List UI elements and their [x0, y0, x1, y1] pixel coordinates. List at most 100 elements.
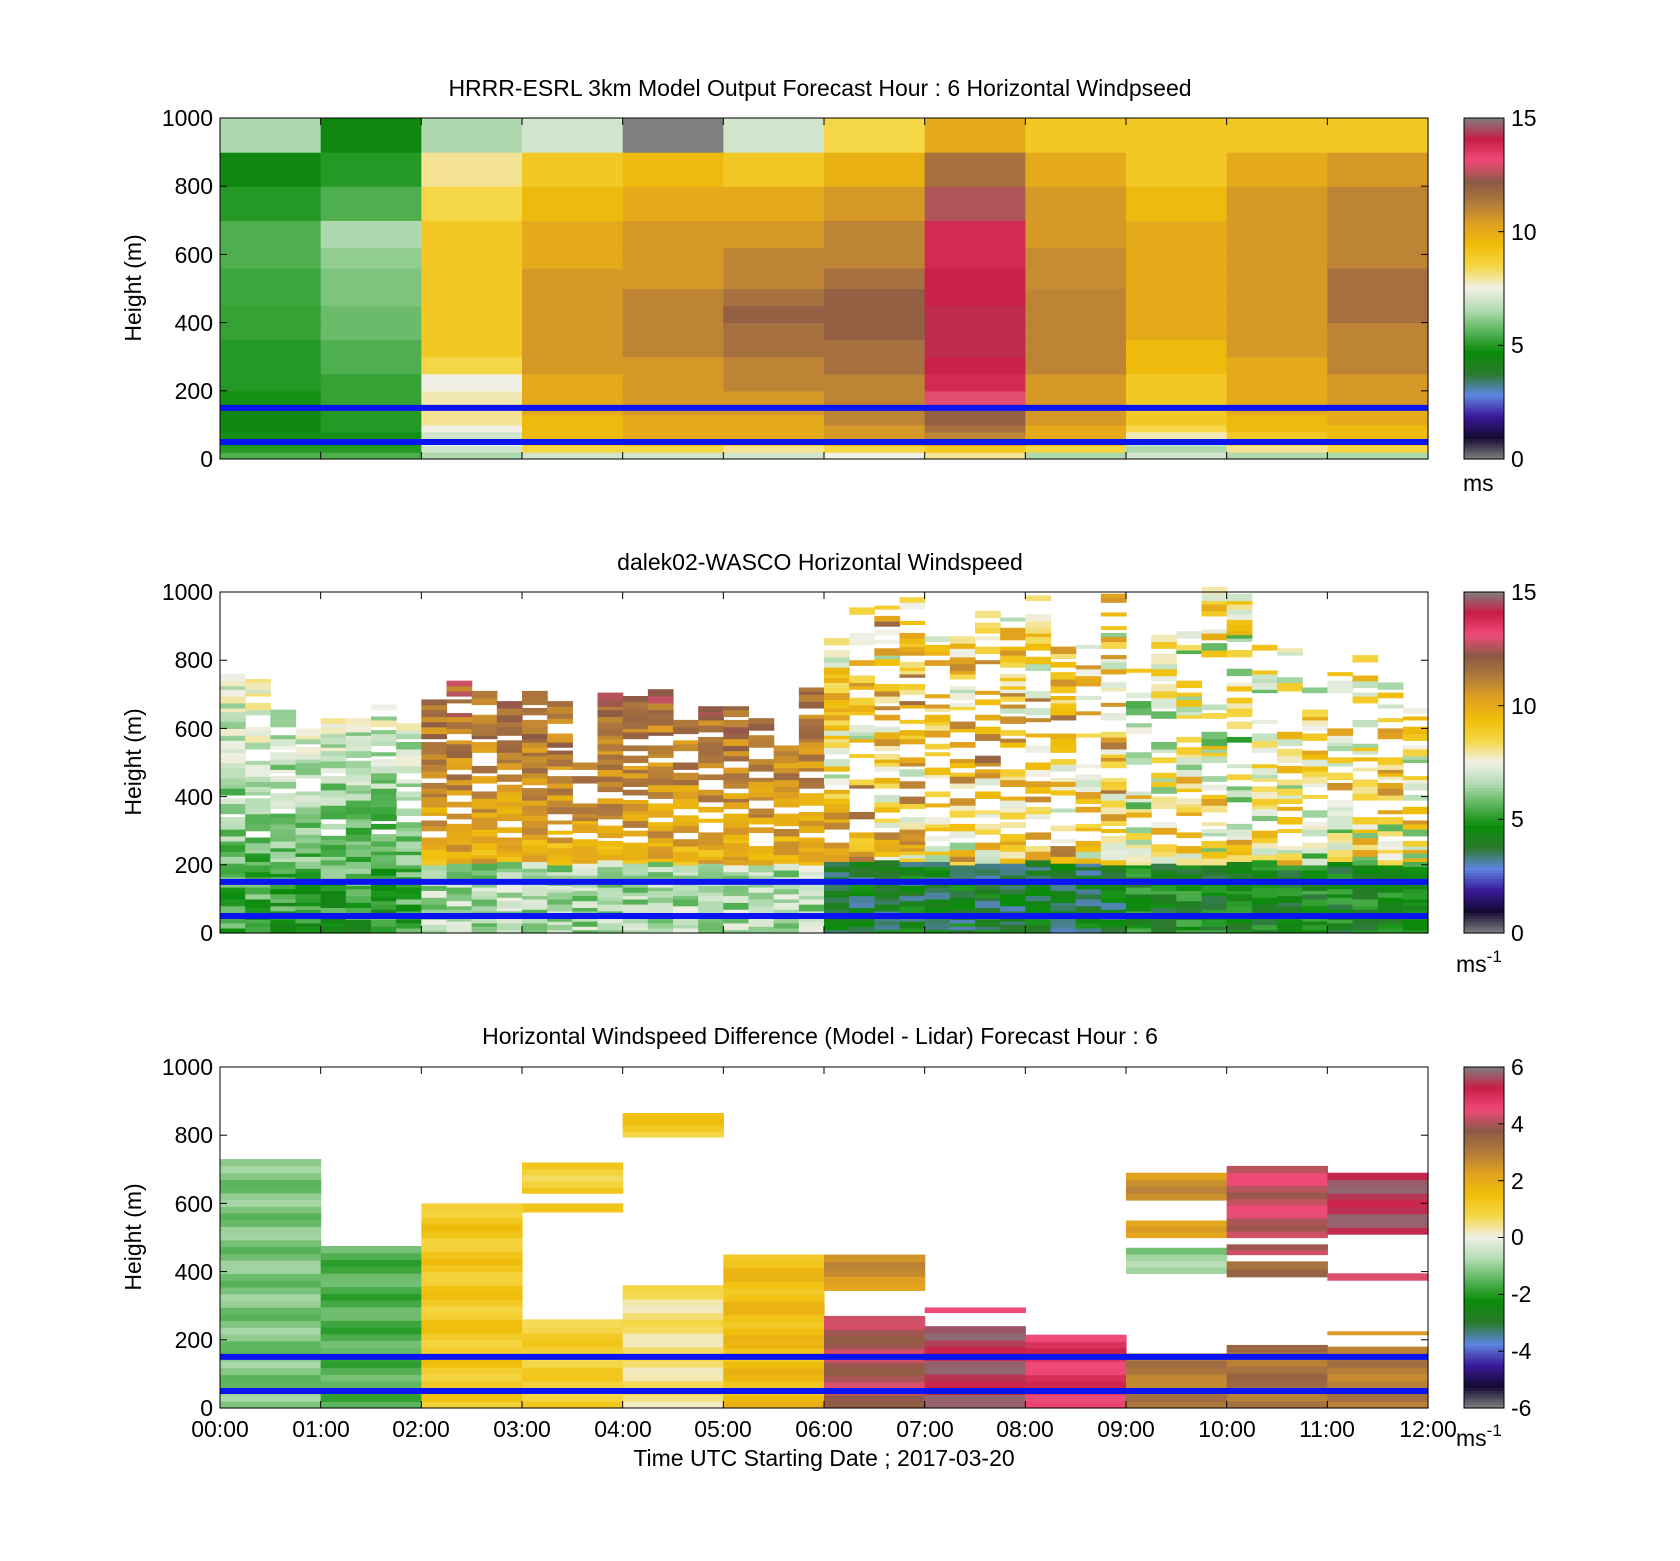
heatmap-cell: [522, 445, 624, 453]
panel1-ytick-200: 200: [175, 378, 213, 404]
heatmap-cell: [975, 919, 1001, 927]
heatmap-cell: [723, 820, 750, 828]
heatmap-cell: [220, 856, 246, 864]
heatmap-cell: [723, 909, 750, 914]
heatmap-cell: [1050, 856, 1077, 864]
heatmap-cell: [1277, 902, 1303, 907]
heatmap-cell: [295, 871, 322, 880]
heatmap-cell: [1251, 869, 1278, 878]
heatmap-cell: [1327, 322, 1429, 341]
colorbar-segment: [1464, 930, 1504, 934]
colorbar-segment: [1464, 827, 1504, 832]
heatmap-cell: [1402, 888, 1429, 893]
colorbar-segment: [1464, 910, 1504, 914]
heatmap-cell: [1327, 1346, 1429, 1355]
heatmap-cell: [245, 856, 271, 862]
heatmap-cell: [1251, 805, 1278, 810]
heatmap-cell: [1000, 634, 1026, 641]
heatmap-cell: [572, 852, 599, 861]
heatmap-cell: [723, 745, 750, 752]
heatmap-cell: [1226, 452, 1328, 460]
heatmap-cell: [1126, 839, 1152, 845]
colorbar-segment: [1464, 717, 1504, 721]
heatmap-cell: [1025, 614, 1052, 622]
heatmap-cell: [1100, 849, 1127, 856]
heatmap-cell: [874, 738, 901, 747]
heatmap-cell: [295, 774, 322, 779]
heatmap-cell: [1277, 828, 1303, 834]
heatmap-cell: [622, 186, 724, 221]
heatmap-cell: [1327, 186, 1429, 221]
heatmap-cell: [371, 793, 397, 801]
heatmap-cell: [220, 1253, 322, 1261]
heatmap-cell: [1377, 692, 1404, 699]
heatmap-cell: [1176, 811, 1203, 816]
heatmap-cell: [1402, 866, 1429, 874]
colorbar-segment: [1464, 680, 1504, 684]
heatmap-cell: [1226, 1393, 1328, 1402]
panel1-x-ticks: [219, 117, 1429, 460]
heatmap-cell: [396, 910, 422, 915]
heatmap-cell: [1075, 917, 1102, 924]
heatmap-cell: [446, 851, 473, 859]
heatmap-cell: [421, 733, 448, 740]
heatmap-cell: [522, 1346, 624, 1355]
heatmap-cell: [1402, 883, 1429, 890]
heatmap-cell: [522, 1319, 624, 1327]
heatmap-cell: [1302, 869, 1328, 878]
heatmap-cell: [723, 452, 825, 460]
heatmap-cell: [1126, 893, 1152, 898]
colorbar-segment: [1464, 257, 1504, 261]
heatmap-cell: [421, 1285, 523, 1293]
colorbar-segment: [1464, 248, 1504, 253]
heatmap-cell: [1000, 924, 1026, 931]
heatmap-cell: [949, 776, 976, 784]
heatmap-cell: [421, 1319, 523, 1327]
heatmap-cell: [723, 779, 750, 784]
heatmap-cell: [1000, 885, 1026, 890]
heatmap-cell: [773, 835, 800, 842]
heatmap-cell: [421, 1360, 523, 1368]
heatmap-cell: [899, 638, 926, 644]
heatmap-cell: [1327, 268, 1429, 290]
heatmap-cell: [220, 718, 246, 723]
heatmap-cell: [673, 895, 699, 900]
colorbar-segment: [1464, 657, 1504, 661]
heatmap-cell: [647, 803, 674, 811]
heatmap-cell: [345, 902, 372, 909]
heatmap-cell: [1302, 905, 1328, 914]
heatmap-cell: [220, 784, 246, 789]
colorbar-segment: [1464, 220, 1504, 224]
colorbar-segment: [1464, 171, 1504, 176]
heatmap-cell: [924, 651, 951, 656]
heatmap-cell: [1327, 452, 1429, 460]
heatmap-cell: [220, 247, 322, 269]
colorbar-segment: [1464, 379, 1504, 383]
heatmap-cell: [1050, 846, 1077, 851]
heatmap-cell: [1075, 644, 1102, 649]
heatmap-cell: [1151, 796, 1177, 803]
heatmap-cell: [1050, 849, 1077, 857]
heatmap-cell: [647, 883, 674, 888]
colorbar-segment: [1464, 708, 1504, 712]
heatmap-cell: [1352, 909, 1379, 915]
heatmap-cell: [547, 837, 573, 844]
heatmap-cell: [547, 733, 573, 738]
colorbar-segment: [1464, 382, 1504, 386]
heatmap-cell: [1126, 186, 1228, 221]
heatmap-cell: [924, 1307, 1026, 1314]
heatmap-cell: [723, 305, 825, 324]
heatmap-cell: [1277, 898, 1303, 903]
heatmap-cell: [773, 917, 800, 924]
heatmap-cell: [220, 762, 246, 769]
heatmap-cell: [396, 748, 422, 757]
heatmap-cell: [396, 796, 422, 801]
heatmap-cell: [647, 902, 674, 909]
heatmap-cell: [824, 818, 850, 823]
heatmap-cell: [522, 288, 624, 307]
heatmap-cell: [1327, 888, 1354, 895]
heatmap-cell: [673, 772, 699, 781]
heatmap-cell: [647, 837, 674, 844]
heatmap-cell: [1402, 902, 1429, 907]
heatmap-cell: [1327, 1367, 1429, 1375]
